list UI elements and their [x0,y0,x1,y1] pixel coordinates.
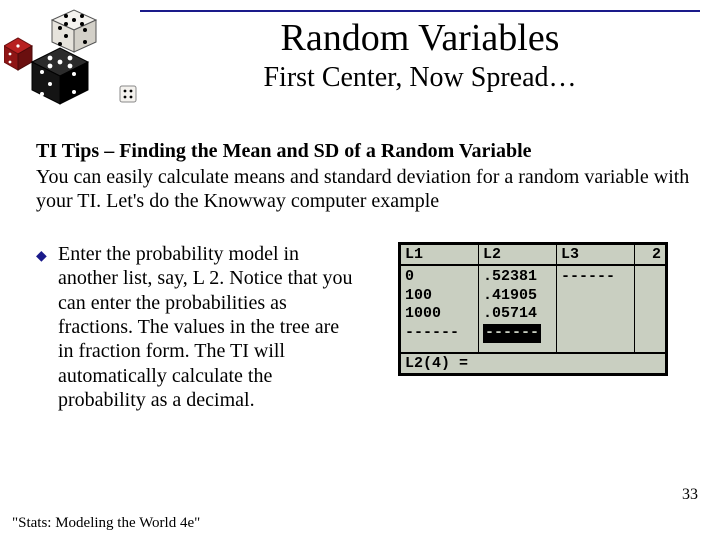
bullet-marker: ◆ [36,242,58,265]
calculator-screenshot: L1 L2 L3 2 0 100 1000 ------ .52381 .419… [398,242,668,376]
page-title: Random Variables [140,16,700,60]
calc-col-spare [635,266,665,352]
page-subtitle: First Center, Now Spread… [140,62,700,94]
calc-status-line: L2(4) = [401,352,665,373]
dice-illustration [4,8,144,108]
title-block: Random Variables First Center, Now Sprea… [140,10,700,94]
title-rule [140,10,700,12]
body: TI Tips – Finding the Mean and SD of a R… [36,140,692,413]
calc-header: L1 L2 L3 2 [401,245,665,266]
bullet-text: Enter the probability model in another l… [58,242,358,413]
bullet-row: ◆ Enter the probability model in another… [36,242,692,413]
calc-col-header-l2: L2 [479,245,557,264]
calc-col-header-active: 2 [635,245,665,264]
footer-citation: "Stats: Modeling the World 4e" [12,515,200,532]
calc-body: 0 100 1000 ------ .52381 .41905 .05714 -… [401,266,665,352]
calc-col-l1: 0 100 1000 ------ [401,266,479,352]
calc-col-header-l3: L3 [557,245,635,264]
calc-col-l3: ------ [557,266,635,352]
intro-paragraph: You can easily calculate means and stand… [36,165,692,214]
calc-col-header-l1: L1 [401,245,479,264]
calc-col-l2: .52381 .41905 .05714 ------ [479,266,557,352]
page-number: 33 [682,486,698,504]
section-heading: TI Tips – Finding the Mean and SD of a R… [36,140,692,163]
